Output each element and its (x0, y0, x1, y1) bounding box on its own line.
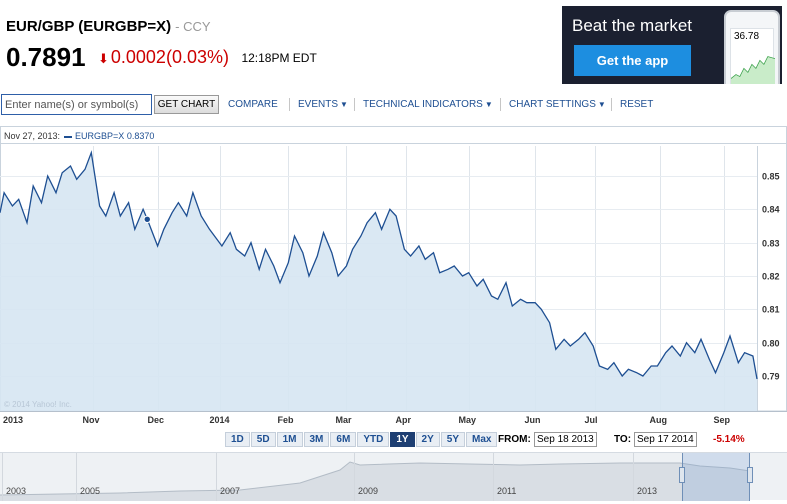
from-label: FROM: (498, 434, 531, 445)
x-tick-label: Apr (396, 415, 412, 425)
to-date-input[interactable]: Sep 17 2014 (634, 432, 697, 447)
range-button-5d[interactable]: 5D (250, 432, 276, 447)
navigator-history-chart (0, 461, 751, 501)
copyright-watermark: © 2014 Yahoo! Inc. (4, 400, 72, 409)
to-label: TO: (614, 434, 632, 445)
navigator-year-tick (493, 453, 494, 501)
down-arrow-icon: ⬇ (97, 51, 109, 66)
x-tick-label: Nov (83, 415, 100, 425)
y-tick-label: 0.84 (762, 205, 780, 215)
y-tick-label: 0.83 (762, 239, 780, 249)
range-percent-change: -5.14% (713, 434, 745, 445)
x-tick-label: Jul (585, 415, 598, 425)
range-button-1d[interactable]: 1D (225, 432, 250, 447)
quote-time: 12:18PM EDT (241, 50, 317, 65)
price-line: 0.7891 ⬇ 0.0002(0.03%) 12:18PM EDT (6, 42, 317, 73)
navigator-year-label: 2011 (497, 486, 517, 496)
app-ad-banner[interactable]: Beat the market Get the app 36.78 (562, 6, 782, 84)
symbol-title: EUR/GBP (EURGBP=X) (6, 18, 172, 35)
symbol-search-input[interactable] (1, 94, 152, 115)
legend-series-value: EURGBP=X 0.8370 (75, 131, 155, 141)
compare-link[interactable]: COMPARE (228, 99, 278, 110)
navigator-year-tick (633, 453, 634, 501)
legend-date: Nov 27, 2013: (4, 131, 61, 141)
navigator-year-tick (354, 453, 355, 501)
x-tick-label: Aug (650, 415, 668, 425)
phone-mini-chart-icon (731, 56, 775, 84)
events-label: EVENTS (298, 99, 339, 110)
ad-title: Beat the market (572, 16, 693, 35)
chart-settings-menu[interactable]: CHART SETTINGS ▼ (509, 99, 606, 110)
phone-quote-value: 36.78 (734, 31, 760, 42)
caret-down-icon: ▼ (597, 100, 606, 109)
range-button-group: 1D 5D 1M 3M 6M YTD 1Y 2Y 5Y Max (225, 432, 498, 447)
price-change: ⬇ 0.0002(0.03%) (98, 47, 229, 67)
price-chart[interactable]: 2013 Nov Dec 2014 Feb Mar Apr May Jun Jul Aug Sep 0.… (0, 126, 787, 450)
x-tick-label: Jun (525, 415, 541, 425)
phone-icon: 36.78 (724, 10, 780, 84)
timeline-navigator[interactable]: 2003 2005 2007 2009 2011 2013 (0, 452, 787, 501)
y-tick-label: 0.81 (762, 305, 780, 315)
toolbar-divider (611, 98, 612, 111)
navigator-left-handle[interactable] (679, 467, 685, 483)
chart-toolbar: GET CHART COMPARE EVENTS▼ TECHNICAL INDI… (0, 92, 787, 116)
x-tick-label: Feb (278, 415, 295, 425)
last-price: 0.7891 (6, 42, 86, 72)
navigator-year-label: 2003 (6, 486, 27, 496)
navigator-year-label: 2013 (637, 486, 658, 496)
range-button-1y[interactable]: 1Y (390, 432, 415, 447)
phone-screen: 36.78 (730, 28, 775, 84)
series-swatch (64, 135, 73, 138)
range-button-5y[interactable]: 5Y (440, 432, 466, 447)
caret-down-icon: ▼ (484, 100, 493, 109)
price-change-value: 0.0002(0.03%) (110, 47, 229, 67)
y-tick-label: 0.79 (762, 372, 780, 382)
x-tick-label: May (459, 415, 477, 425)
x-tick-label: 2013 (3, 415, 23, 425)
x-tick-label: 2014 (210, 415, 230, 425)
y-tick-label: 0.82 (762, 272, 780, 282)
quote-header: EUR/GBP (EURGBP=X) - CCY 0.7891 ⬇ 0.0002(0… (0, 0, 558, 88)
range-button-6m[interactable]: 6M (330, 432, 357, 447)
range-controls: 1D 5D 1M 3M 6M YTD 1Y 2Y 5Y Max FROM: Sep 18 2013… (0, 432, 787, 448)
range-button-2y[interactable]: 2Y (415, 432, 440, 447)
from-date-input[interactable]: Sep 18 2013 (534, 432, 597, 447)
navigator-year-label: 2009 (358, 486, 379, 496)
exchange-label: - CCY (175, 19, 211, 34)
range-button-ytd[interactable]: YTD (357, 432, 390, 447)
series-line (0, 150, 758, 380)
toolbar-divider (289, 98, 290, 111)
chart-legend: Nov 27, 2013: EURGBP=X 0.8370 (4, 131, 154, 141)
navigator-year-tick (2, 453, 3, 501)
range-button-max[interactable]: Max (466, 432, 498, 447)
technical-indicators-label: TECHNICAL INDICATORS (363, 99, 483, 110)
events-menu[interactable]: EVENTS ▼ (298, 99, 348, 110)
series-area (0, 152, 757, 411)
reset-link[interactable]: RESET (620, 99, 654, 110)
get-chart-button[interactable]: GET CHART (154, 95, 219, 114)
price-chart-svg[interactable]: 2013 Nov Dec 2014 Feb Mar Apr May Jun Jul Aug Sep 0.… (0, 126, 787, 432)
navigator-selected-window[interactable] (679, 453, 753, 501)
highlight-point (143, 215, 151, 224)
x-tick-label: Mar (336, 415, 353, 425)
chart-settings-label: CHART SETTINGS (509, 99, 596, 110)
navigator-year-tick (216, 453, 217, 501)
technical-indicators-menu[interactable]: TECHNICAL INDICATORS ▼ (363, 99, 493, 110)
navigator-year-label: 2007 (220, 486, 241, 496)
range-button-3m[interactable]: 3M (303, 432, 330, 447)
y-tick-label: 0.85 (762, 172, 780, 182)
x-tick-label: Sep (714, 415, 731, 425)
toolbar-divider (354, 98, 355, 111)
symbol-title-line: EUR/GBP (EURGBP=X) - CCY (6, 18, 211, 35)
range-button-1m[interactable]: 1M (276, 432, 303, 447)
toolbar-divider (500, 98, 501, 111)
navigator-right-handle[interactable] (747, 467, 753, 483)
caret-down-icon: ▼ (340, 100, 348, 109)
navigator-year-tick (76, 453, 77, 501)
y-tick-label: 0.80 (762, 339, 780, 349)
get-app-button[interactable]: Get the app (574, 45, 691, 76)
x-tick-label: Dec (148, 415, 165, 425)
navigator-year-label: 2005 (80, 486, 101, 496)
